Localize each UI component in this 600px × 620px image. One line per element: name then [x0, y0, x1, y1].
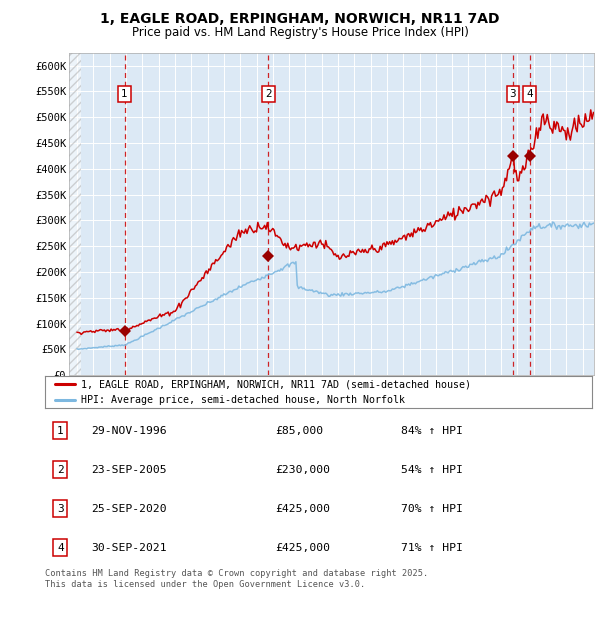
Text: 84% ↑ HPI: 84% ↑ HPI — [401, 425, 463, 436]
Text: £230,000: £230,000 — [275, 464, 330, 475]
Text: 1: 1 — [121, 89, 128, 99]
Text: HPI: Average price, semi-detached house, North Norfolk: HPI: Average price, semi-detached house,… — [80, 395, 404, 405]
Text: Price paid vs. HM Land Registry's House Price Index (HPI): Price paid vs. HM Land Registry's House … — [131, 26, 469, 39]
Text: £425,000: £425,000 — [275, 503, 330, 514]
Text: £85,000: £85,000 — [275, 425, 323, 436]
Text: 54% ↑ HPI: 54% ↑ HPI — [401, 464, 463, 475]
Text: 3: 3 — [509, 89, 516, 99]
Text: 25-SEP-2020: 25-SEP-2020 — [92, 503, 167, 514]
Text: 4: 4 — [57, 542, 64, 553]
Text: 1, EAGLE ROAD, ERPINGHAM, NORWICH, NR11 7AD (semi-detached house): 1, EAGLE ROAD, ERPINGHAM, NORWICH, NR11 … — [80, 379, 470, 389]
Text: 1: 1 — [57, 425, 64, 436]
Text: Contains HM Land Registry data © Crown copyright and database right 2025.
This d: Contains HM Land Registry data © Crown c… — [45, 569, 428, 588]
Text: 70% ↑ HPI: 70% ↑ HPI — [401, 503, 463, 514]
Text: 23-SEP-2005: 23-SEP-2005 — [92, 464, 167, 475]
Bar — [69, 53, 81, 375]
Text: 2: 2 — [57, 464, 64, 475]
Text: £425,000: £425,000 — [275, 542, 330, 553]
Text: 71% ↑ HPI: 71% ↑ HPI — [401, 542, 463, 553]
Text: 4: 4 — [526, 89, 533, 99]
Text: 2: 2 — [265, 89, 272, 99]
Text: 1, EAGLE ROAD, ERPINGHAM, NORWICH, NR11 7AD: 1, EAGLE ROAD, ERPINGHAM, NORWICH, NR11 … — [100, 12, 500, 27]
Text: 3: 3 — [57, 503, 64, 514]
Text: 30-SEP-2021: 30-SEP-2021 — [92, 542, 167, 553]
Text: 29-NOV-1996: 29-NOV-1996 — [92, 425, 167, 436]
